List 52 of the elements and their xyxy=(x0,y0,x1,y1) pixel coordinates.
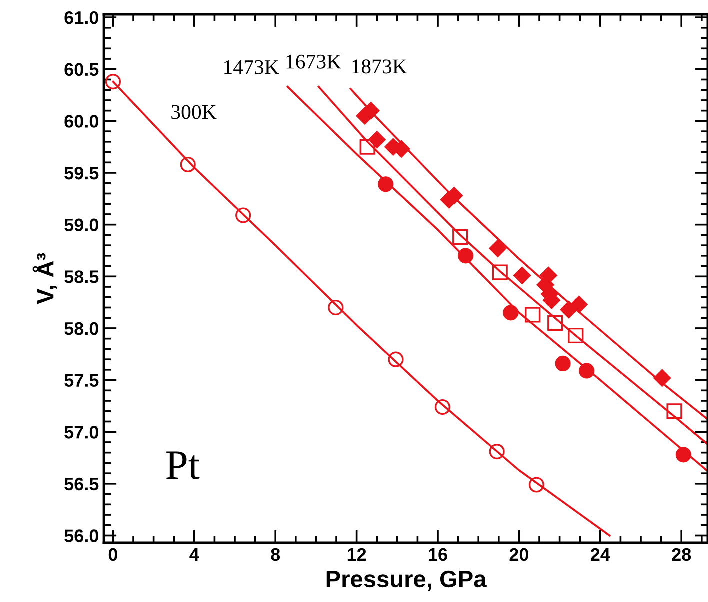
point xyxy=(388,352,404,368)
point xyxy=(105,74,121,90)
point xyxy=(654,370,672,387)
x-tick-label: 8 xyxy=(271,548,280,562)
y-tick-label: 58.0 xyxy=(64,322,98,336)
y-tick-label: 57.0 xyxy=(64,426,98,439)
series-label: 1673K xyxy=(286,54,342,69)
series-label: 1473K xyxy=(224,60,280,74)
point xyxy=(434,399,450,416)
point xyxy=(452,229,468,246)
y-tick-label: 60.0 xyxy=(64,115,98,128)
point xyxy=(378,176,394,192)
y-tick-label: 57.5 xyxy=(64,374,99,388)
point xyxy=(492,264,508,280)
point xyxy=(676,447,692,463)
point xyxy=(180,156,196,173)
point xyxy=(579,363,595,379)
y-tick-label: 59.5 xyxy=(64,166,99,180)
point xyxy=(568,328,584,344)
point xyxy=(548,316,564,332)
y-tick-label: 60.5 xyxy=(64,63,99,76)
y-axis-title: V, Å³ xyxy=(32,253,58,304)
x-tick-label: 24 xyxy=(590,548,610,561)
point xyxy=(570,296,588,314)
point xyxy=(458,248,474,264)
y-tick-label: 61.0 xyxy=(64,11,98,24)
point xyxy=(360,139,376,155)
series-label: 1873K xyxy=(352,60,408,74)
point xyxy=(666,404,682,420)
point xyxy=(489,240,507,258)
x-tick-label: 16 xyxy=(429,548,448,562)
point xyxy=(514,266,531,284)
point xyxy=(489,444,505,460)
point xyxy=(236,208,252,224)
series-label: 300K xyxy=(172,105,217,120)
x-axis-title: Pressure, GPa xyxy=(326,570,487,592)
x-tick-label: 12 xyxy=(348,548,366,561)
x-tick-label: 4 xyxy=(190,548,200,561)
annotation: Pt xyxy=(166,452,200,480)
point xyxy=(525,307,541,323)
y-tick-label: 59.0 xyxy=(64,218,98,232)
point xyxy=(503,305,519,321)
point xyxy=(555,356,571,372)
y-tick-label: 56.5 xyxy=(64,478,99,491)
y-tick-label: 56.0 xyxy=(64,530,98,542)
line-series xyxy=(350,88,708,421)
y-tick-label: 58.5 xyxy=(64,270,99,284)
x-tick-label: 28 xyxy=(672,548,692,562)
x-tick-label: 0 xyxy=(108,548,118,562)
point xyxy=(528,477,544,493)
point xyxy=(328,300,344,316)
x-tick-label: 20 xyxy=(510,548,529,562)
